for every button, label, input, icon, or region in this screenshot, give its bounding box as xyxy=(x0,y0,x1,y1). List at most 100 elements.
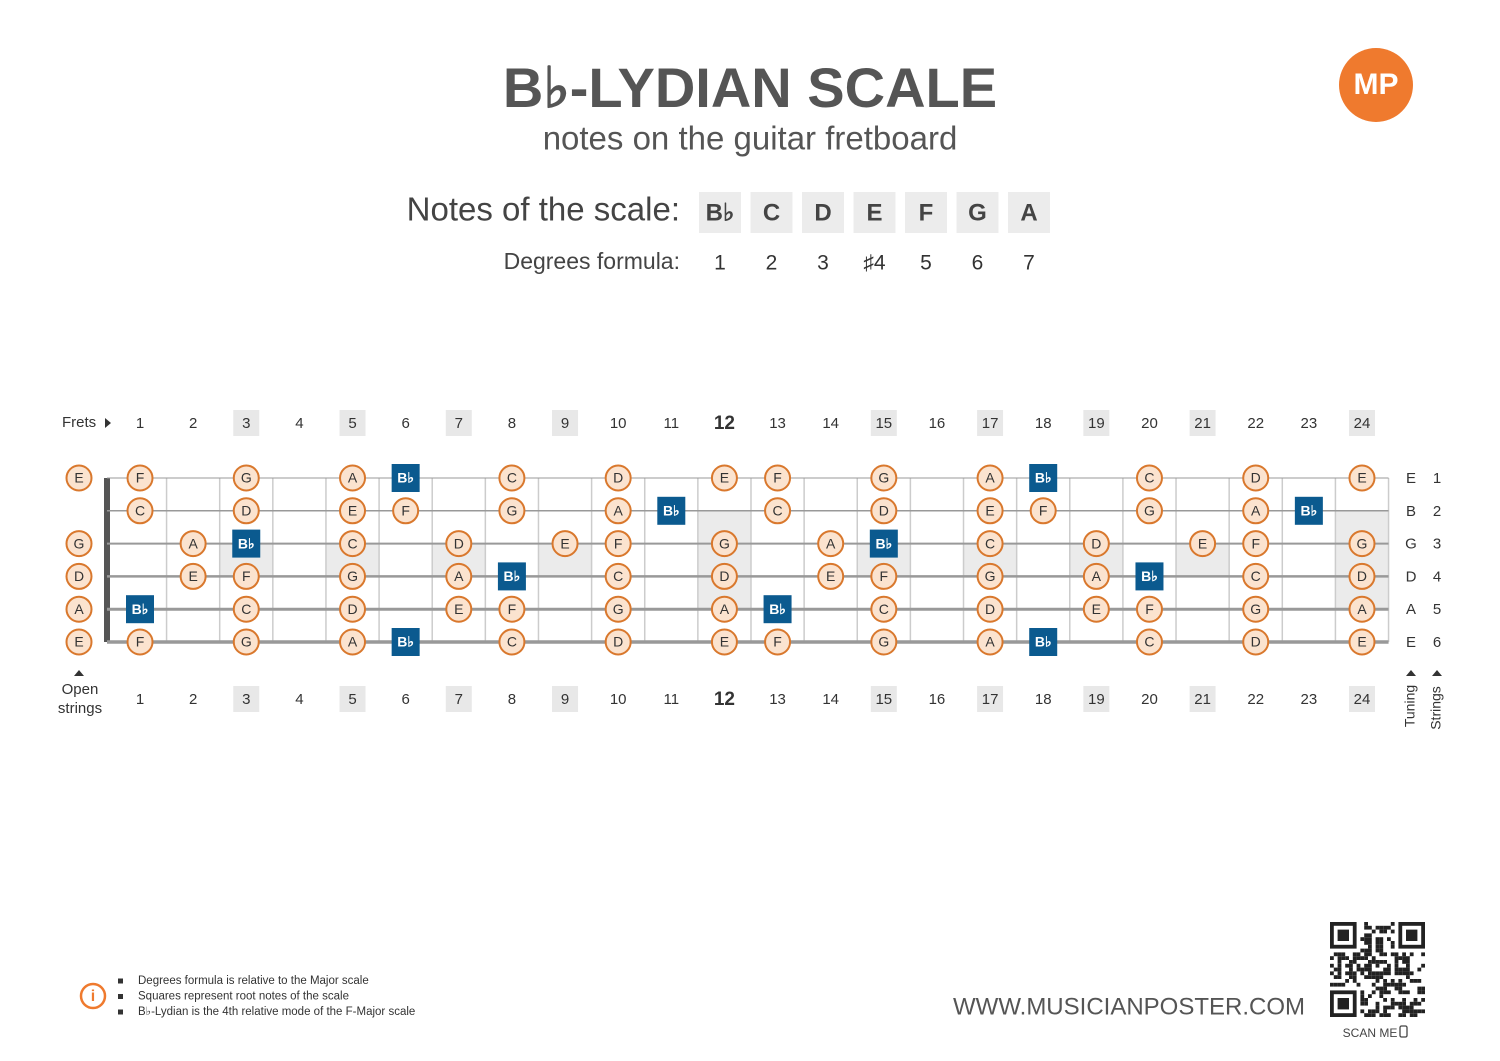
note xyxy=(1242,562,1270,590)
note-label: E xyxy=(826,568,835,584)
fret-number: 5 xyxy=(348,691,356,708)
fret-number: 10 xyxy=(610,691,627,708)
fret-number: 3 xyxy=(242,691,250,708)
note xyxy=(232,628,260,656)
root-note xyxy=(657,496,686,525)
note xyxy=(126,497,154,525)
note xyxy=(1029,497,1057,525)
root-note xyxy=(1029,464,1058,492)
open-strings-label: Open strings xyxy=(57,681,103,717)
note-label: E xyxy=(720,634,729,650)
note xyxy=(710,628,738,656)
note xyxy=(710,562,738,590)
qr-module xyxy=(1379,1013,1384,1017)
fret-number: 24 xyxy=(1354,691,1371,708)
fret-number: 7 xyxy=(455,415,463,432)
fret-number-box xyxy=(1083,686,1110,712)
qr-module xyxy=(1379,937,1384,941)
note xyxy=(1082,562,1110,590)
qr-module xyxy=(1413,1013,1418,1017)
note xyxy=(339,530,367,558)
qr-module xyxy=(1375,971,1380,976)
note-box xyxy=(905,192,947,233)
qr-module xyxy=(1390,941,1395,945)
qr-module xyxy=(1341,956,1346,960)
root-note-label: B♭ xyxy=(504,568,521,584)
note-label: F xyxy=(401,503,410,519)
qr-module xyxy=(1341,952,1346,957)
qr-module xyxy=(1409,1013,1414,1017)
bullet xyxy=(118,994,123,999)
note xyxy=(604,628,632,656)
scale-note: B♭ xyxy=(706,199,735,226)
fret-number-box xyxy=(1083,410,1110,436)
arrow xyxy=(74,670,84,676)
qr-module xyxy=(1368,933,1372,938)
qr-module xyxy=(1364,963,1368,968)
qr-module xyxy=(1379,960,1384,964)
bullet xyxy=(118,1009,123,1015)
scale-note: F xyxy=(919,199,934,226)
root-note-label: B♭ xyxy=(238,535,255,551)
note-label: G xyxy=(347,568,358,584)
note xyxy=(392,497,420,525)
note-label: E xyxy=(348,503,357,519)
qr-module xyxy=(1398,1013,1403,1017)
fret-number: 22 xyxy=(1247,415,1264,432)
fret-number: 6 xyxy=(401,691,409,708)
qr-module xyxy=(1421,998,1425,1002)
fret-number: 4 xyxy=(295,415,303,432)
note-label: D xyxy=(1251,470,1261,486)
note xyxy=(339,464,367,492)
fret-number-box xyxy=(339,686,366,712)
qr-module xyxy=(1371,956,1376,960)
qr-module xyxy=(1371,990,1376,995)
note xyxy=(445,595,473,623)
root-note-label: B♭ xyxy=(769,601,786,617)
qr-module xyxy=(1360,967,1365,972)
qr-module xyxy=(1330,956,1334,960)
footer-note: Squares represent root notes of the scal… xyxy=(138,991,349,1003)
qr-module xyxy=(1371,929,1376,934)
degree: 2 xyxy=(766,252,778,275)
qr-module xyxy=(1345,963,1349,968)
qr-module xyxy=(1337,963,1342,968)
qr-module xyxy=(1337,967,1342,972)
qr-module xyxy=(1375,925,1380,930)
qr-module xyxy=(1390,1005,1395,1010)
qr-module xyxy=(1333,975,1338,979)
degree: 3 xyxy=(817,252,829,275)
note xyxy=(498,464,526,492)
note-label: C xyxy=(507,470,517,486)
note-box xyxy=(699,192,741,233)
qr-module xyxy=(1390,982,1395,987)
qr-module xyxy=(1337,956,1342,960)
bullet xyxy=(118,978,123,984)
note xyxy=(870,595,898,623)
qr-module xyxy=(1421,1009,1425,1014)
qr-module xyxy=(1352,975,1357,979)
tuning: G xyxy=(1405,536,1417,553)
note xyxy=(445,530,473,558)
root-note xyxy=(1135,562,1164,591)
root-note-label: B♭ xyxy=(397,470,414,486)
nut xyxy=(104,478,110,642)
arrow xyxy=(1432,670,1442,676)
qr-module xyxy=(1387,963,1391,968)
qr-module xyxy=(1394,971,1399,976)
note xyxy=(1189,530,1217,558)
qr-module xyxy=(1417,967,1422,972)
qr-module xyxy=(1360,1001,1365,1006)
qr-module xyxy=(1390,944,1395,949)
note xyxy=(445,562,473,590)
note-label: A xyxy=(826,535,836,551)
fret-number: 20 xyxy=(1141,691,1158,708)
note xyxy=(870,497,898,525)
fret-number: 8 xyxy=(508,691,516,708)
note xyxy=(870,628,898,656)
fret-number: 12 xyxy=(714,413,735,434)
note xyxy=(1135,497,1163,525)
qr-module xyxy=(1390,952,1395,957)
qr-module xyxy=(1352,971,1357,976)
